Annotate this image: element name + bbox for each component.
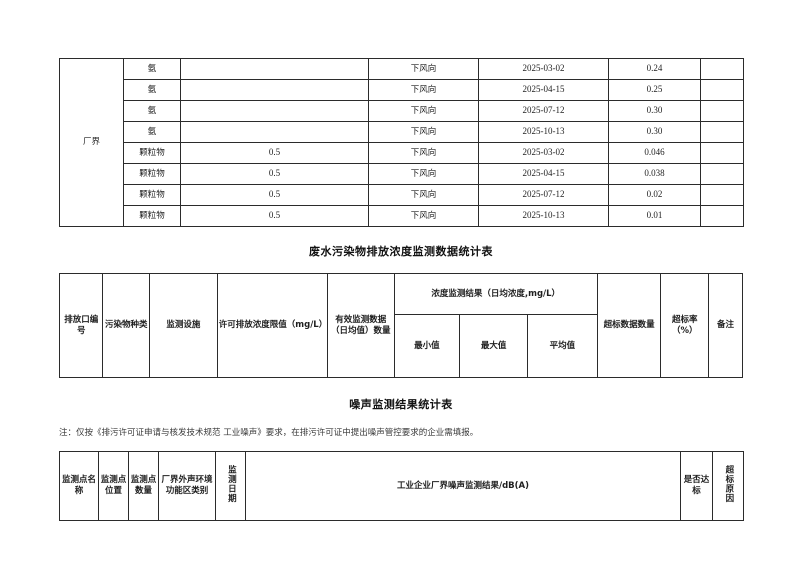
point-cell: 下风向 xyxy=(368,100,479,122)
result-cell: 0.02 xyxy=(608,184,701,206)
pollutant-cell: 颗粒物 xyxy=(123,205,181,227)
header-max-value: 最大值 xyxy=(459,314,528,378)
limit-cell: 0.5 xyxy=(180,163,369,185)
header-noise-result: 工业企业厂界噪声监测结果/dB(A) xyxy=(245,451,681,522)
table-header-row: 排放口编号 污染物种类 监测设施 许可排放浓度限值（mg/L） 有效监测数据（日… xyxy=(58,273,743,378)
header-monitor-facility: 监测设施 xyxy=(148,273,218,378)
table-row: 颗粒物 0.5 下风向 2025-10-13 0.01 xyxy=(60,205,744,227)
date-cell: 2025-10-13 xyxy=(478,121,609,143)
remark-cell xyxy=(700,205,744,227)
header-exceed-reason: 超标原因 xyxy=(712,451,744,522)
table-row: 颗粒物 0.5 下风向 2025-03-02 0.046 xyxy=(60,142,744,164)
date-cell: 2025-03-02 xyxy=(478,58,609,80)
point-cell: 下风向 xyxy=(368,163,479,185)
pollutant-cell: 氨 xyxy=(123,58,181,80)
date-cell: 2025-07-12 xyxy=(478,184,609,206)
table-row: 厂界 氨 下风向 2025-03-02 0.24 xyxy=(59,58,744,227)
date-cell: 2025-07-12 xyxy=(478,100,609,122)
pollutant-cell: 氨 xyxy=(123,121,181,143)
wastewater-section-title: 废水污染物排放浓度监测数据统计表 xyxy=(309,245,493,258)
point-cell: 下风向 xyxy=(368,142,479,164)
noise-note: 注：仅按《排污许可证申请与核发技术规范 工业噪声》要求，在排污许可证中提出噪声管… xyxy=(59,428,479,438)
remark-cell xyxy=(700,142,744,164)
header-monitor-date: 监测日期 xyxy=(215,451,246,522)
header-pollutant-type: 污染物种类 xyxy=(102,273,150,378)
result-cell: 0.038 xyxy=(608,163,701,185)
remark-cell xyxy=(700,121,744,143)
pollutant-cell: 颗粒物 xyxy=(123,142,181,164)
remark-cell xyxy=(700,100,744,122)
date-cell: 2025-03-02 xyxy=(478,142,609,164)
result-cell: 0.01 xyxy=(608,205,701,227)
table-row: 颗粒物 0.5 下风向 2025-04-15 0.038 xyxy=(60,163,744,185)
limit-cell: 0.5 xyxy=(180,205,369,227)
table-header-row: 监测点名称 监测点位置 监测点数量 厂界外声环境功能区类别 监测日期 工业企业厂… xyxy=(59,451,744,522)
limit-cell: 0.5 xyxy=(180,142,369,164)
header-valid-data-count: 有效监测数据（日均值）数量 xyxy=(326,273,395,378)
air-monitoring-table: 厂界 氨 下风向 2025-03-02 0.24 氨 下风向 2025-04-1… xyxy=(59,58,744,227)
header-avg-value: 平均值 xyxy=(526,314,598,378)
pollutant-cell: 颗粒物 xyxy=(123,184,181,206)
point-cell: 下风向 xyxy=(368,184,479,206)
remark-cell xyxy=(700,79,744,101)
pollutant-cell: 颗粒物 xyxy=(123,163,181,185)
header-point-location: 监测点位置 xyxy=(98,451,129,522)
remark-cell xyxy=(700,58,744,80)
remark-cell xyxy=(700,163,744,185)
point-cell: 下风向 xyxy=(368,205,479,227)
result-cell: 0.24 xyxy=(608,58,701,80)
header-permitted-limit: 许可排放浓度限值（mg/L） xyxy=(216,273,328,378)
date-cell: 2025-04-15 xyxy=(478,163,609,185)
table-row: 颗粒物 0.5 下风向 2025-07-12 0.02 xyxy=(60,184,744,206)
table-row: 氨 下风向 2025-04-15 0.25 xyxy=(60,79,744,101)
limit-cell xyxy=(180,79,369,101)
header-zone-category: 厂界外声环境功能区类别 xyxy=(158,451,216,522)
wastewater-table: 排放口编号 污染物种类 监测设施 许可排放浓度限值（mg/L） 有效监测数据（日… xyxy=(58,273,743,378)
remark-cell xyxy=(700,184,744,206)
limit-cell xyxy=(180,121,369,143)
limit-cell xyxy=(180,58,369,80)
table-row: 氨 下风向 2025-10-13 0.30 xyxy=(60,121,744,143)
limit-cell: 0.5 xyxy=(180,184,369,206)
header-point-name: 监测点名称 xyxy=(59,451,99,522)
header-outlet-no: 排放口编号 xyxy=(58,273,104,378)
point-cell: 下风向 xyxy=(368,58,479,80)
point-cell: 下风向 xyxy=(368,121,479,143)
noise-section-title: 噪声监测结果统计表 xyxy=(349,398,453,411)
pollutant-cell: 氨 xyxy=(123,100,181,122)
pollutant-cell: 氨 xyxy=(123,79,181,101)
result-cell: 0.30 xyxy=(608,121,701,143)
result-cell: 0.30 xyxy=(608,100,701,122)
result-cell: 0.046 xyxy=(608,142,701,164)
header-exceed-rate: 超标率（%） xyxy=(660,273,710,378)
table-subheader-row: 最小值 最大值 平均值 xyxy=(60,314,743,378)
date-cell: 2025-10-13 xyxy=(478,205,609,227)
header-min-value: 最小值 xyxy=(393,314,461,378)
limit-cell xyxy=(180,100,369,122)
result-cell: 0.25 xyxy=(608,79,701,101)
header-point-count: 监测点数量 xyxy=(128,451,159,522)
header-exceed-count: 超标数据数量 xyxy=(596,273,662,378)
air-group-label: 厂界 xyxy=(59,58,124,227)
page-content: 厂界 氨 下风向 2025-03-02 0.24 氨 下风向 2025-04-1… xyxy=(58,0,744,522)
date-cell: 2025-04-15 xyxy=(478,79,609,101)
noise-table: 监测点名称 监测点位置 监测点数量 厂界外声环境功能区类别 监测日期 工业企业厂… xyxy=(59,451,744,522)
header-result-group: 浓度监测结果（日均浓度,mg/L） xyxy=(393,273,598,315)
table-row: 氨 下风向 2025-07-12 0.30 xyxy=(60,100,744,122)
header-monitor-date-text: 监测日期 xyxy=(226,465,237,504)
point-cell: 下风向 xyxy=(368,79,479,101)
header-exceed-reason-text: 超标原因 xyxy=(723,465,734,504)
header-remark: 备注 xyxy=(708,273,743,378)
header-is-compliant: 是否达标 xyxy=(680,451,713,522)
